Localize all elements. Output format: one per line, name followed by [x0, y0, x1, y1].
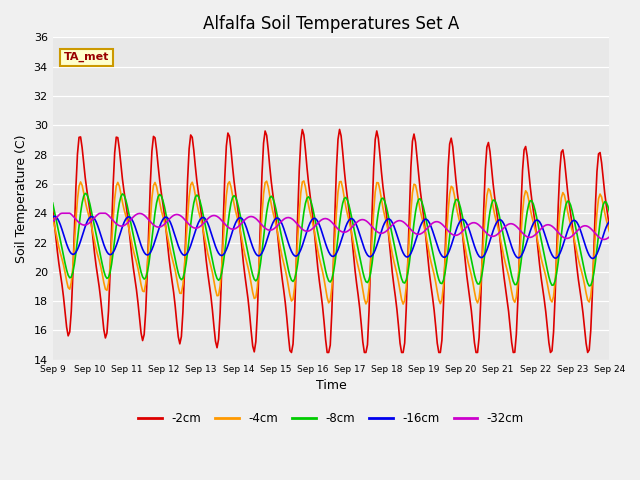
- Legend: -2cm, -4cm, -8cm, -16cm, -32cm: -2cm, -4cm, -8cm, -16cm, -32cm: [134, 408, 529, 430]
- Y-axis label: Soil Temperature (C): Soil Temperature (C): [15, 134, 28, 263]
- X-axis label: Time: Time: [316, 379, 346, 392]
- Text: TA_met: TA_met: [64, 52, 109, 62]
- Title: Alfalfa Soil Temperatures Set A: Alfalfa Soil Temperatures Set A: [203, 15, 459, 33]
